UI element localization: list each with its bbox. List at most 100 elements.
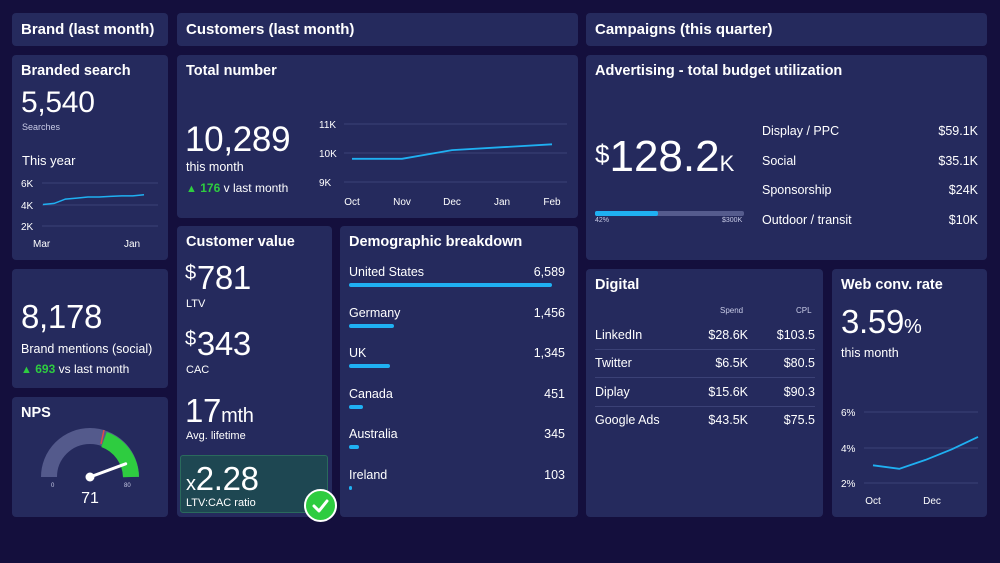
nps-panel: NPS 0 80 71 (12, 397, 168, 517)
advertising-value-row: $128.2K (595, 135, 734, 179)
digital-row-name: LinkedIn (595, 328, 643, 342)
demographic-bar (349, 404, 364, 409)
demographic-country: Ireland (349, 467, 388, 482)
advertising-row-label: Social (762, 153, 797, 168)
digital-row-cpl: $80.5 (783, 356, 815, 371)
ltv-currency: $ (185, 262, 196, 284)
demographic-bar (349, 445, 360, 449)
tn-xtick-0: Oct (344, 197, 360, 208)
brand-header: Brand (last month) (12, 13, 168, 46)
wc-ytick-0: 6% (841, 408, 856, 419)
total-number-delta-suffix: v last month (223, 181, 289, 195)
digital-row-name: Google Ads (595, 412, 660, 427)
customer-value-title: Customer value (186, 234, 295, 250)
demographic-row: Ireland 103 (340, 468, 578, 498)
lifetime-value-row: 17mth (185, 394, 254, 427)
bs-ytick-1: 4K (21, 201, 34, 212)
demographic-row: Australia 345 (340, 427, 578, 457)
cac-value-row: $343 (185, 327, 251, 360)
branded-search-chart: 6K 4K 2K Mar Jan (21, 179, 158, 250)
branded-search-unit: Searches (22, 122, 61, 132)
wc-xtick-0: Oct (865, 496, 881, 507)
tn-ytick-0: 11K (319, 120, 336, 131)
tn-xtick-1: Nov (393, 197, 411, 208)
total-number-title: Total number (186, 63, 277, 79)
budget-bar-right-label: $300K (722, 217, 743, 224)
ltv-label: LTV (186, 298, 206, 310)
advertising-row-label: Outdoor / transit (762, 212, 852, 227)
demographic-row: UK 1,345 (340, 346, 578, 376)
brand-mentions-delta-suffix: vs last month (58, 362, 130, 376)
total-number-chart: 11K 10K 9K Oct Nov Dec Jan Feb (319, 120, 567, 208)
digital-row-divider (595, 349, 815, 350)
demographic-value: 345 (544, 427, 565, 441)
demographic-value: 1,456 (533, 305, 565, 320)
demographic-country: United States (349, 265, 425, 279)
lifetime-value: 17 (185, 392, 222, 429)
web-conv-value: 3.59 (841, 303, 905, 340)
nps-min-label: 0 (51, 483, 55, 489)
nps-title: NPS (21, 405, 51, 421)
web-conv-suffix: % (904, 316, 922, 338)
advertising-row-value: $24K (948, 183, 978, 197)
tn-series-line (352, 143, 553, 160)
branded-search-panel: Branded search 5,540 Searches This year … (12, 55, 168, 260)
nps-gauge: 0 80 71 (41, 428, 139, 507)
bs-xtick-1: Jan (124, 239, 140, 250)
total-number-delta: 176 (200, 181, 221, 195)
advertising-title: Advertising - total budget utilization (595, 63, 843, 79)
brand-mentions-label: Brand mentions (social) (21, 342, 153, 356)
customers-header: Customers (last month) (177, 13, 578, 46)
digital-col-spend: Spend (720, 306, 744, 315)
branded-search-subtitle: This year (22, 153, 76, 168)
brand-mentions-delta-row: ▲ 693 vs last month (21, 362, 129, 376)
bs-xtick-0: Mar (33, 239, 51, 250)
demographic-bar (349, 323, 394, 328)
cac-currency: $ (185, 328, 196, 350)
demographic-row: Canada 451 (340, 387, 578, 417)
up-arrow-icon: ▲ (186, 183, 197, 195)
budget-bar-fill (595, 211, 658, 216)
ratio-value-row: x2.28 (186, 462, 259, 495)
ratio-prefix: x (186, 473, 196, 495)
brand-mentions-value: 8,178 (21, 298, 103, 335)
checkmark-icon (312, 499, 329, 513)
bs-series-line (42, 194, 145, 206)
total-number-panel: Total number 10,289 this month ▲ 176 v l… (177, 55, 578, 218)
digital-row-cpl: $90.3 (783, 384, 815, 399)
demographic-bar (349, 283, 552, 287)
budget-bar-track (595, 211, 744, 216)
branded-search-title: Branded search (21, 63, 131, 79)
nps-gauge-needle (88, 462, 128, 479)
demographic-country: Canada (349, 386, 393, 401)
tn-xtick-2: Dec (443, 197, 461, 208)
digital-row-name: Diplay (595, 384, 630, 399)
digital-row-spend: $28.6K (708, 328, 748, 342)
advertising-row-value: $35.1K (938, 153, 978, 168)
branded-search-value: 5,540 (21, 86, 95, 119)
up-arrow-icon: ▲ (21, 364, 32, 376)
wc-xtick-1: Dec (923, 496, 941, 507)
bs-ytick-0: 6K (21, 179, 34, 190)
digital-title: Digital (595, 277, 640, 293)
wc-ytick-1: 4% (841, 444, 856, 455)
customers-header-title: Customers (last month) (186, 21, 355, 38)
nps-max-label: 80 (124, 483, 131, 489)
demographic-value: 6,589 (533, 265, 565, 279)
demographic-country: Australia (349, 427, 398, 441)
ltv-value-row: $781 (185, 261, 251, 294)
campaigns-header-title: Campaigns (this quarter) (595, 21, 773, 38)
digital-row-spend: $43.5K (708, 412, 748, 427)
total-number-value: 10,289 (185, 120, 291, 159)
tn-xtick-3: Jan (494, 197, 510, 208)
advertising-row-label: Display / PPC (762, 124, 840, 138)
digital-row-spend: $15.6K (708, 384, 748, 399)
nps-gauge-marker (100, 429, 105, 445)
nps-gauge-hub (85, 472, 95, 482)
advertising-row-value: $10K (948, 212, 978, 227)
campaigns-header: Campaigns (this quarter) (586, 13, 987, 46)
lifetime-unit: mth (221, 405, 254, 427)
demographic-country: UK (349, 346, 367, 360)
web-conv-panel: Web conv. rate 3.59% this month 6% 4% 2%… (832, 269, 987, 517)
total-number-unit: this month (186, 160, 244, 174)
